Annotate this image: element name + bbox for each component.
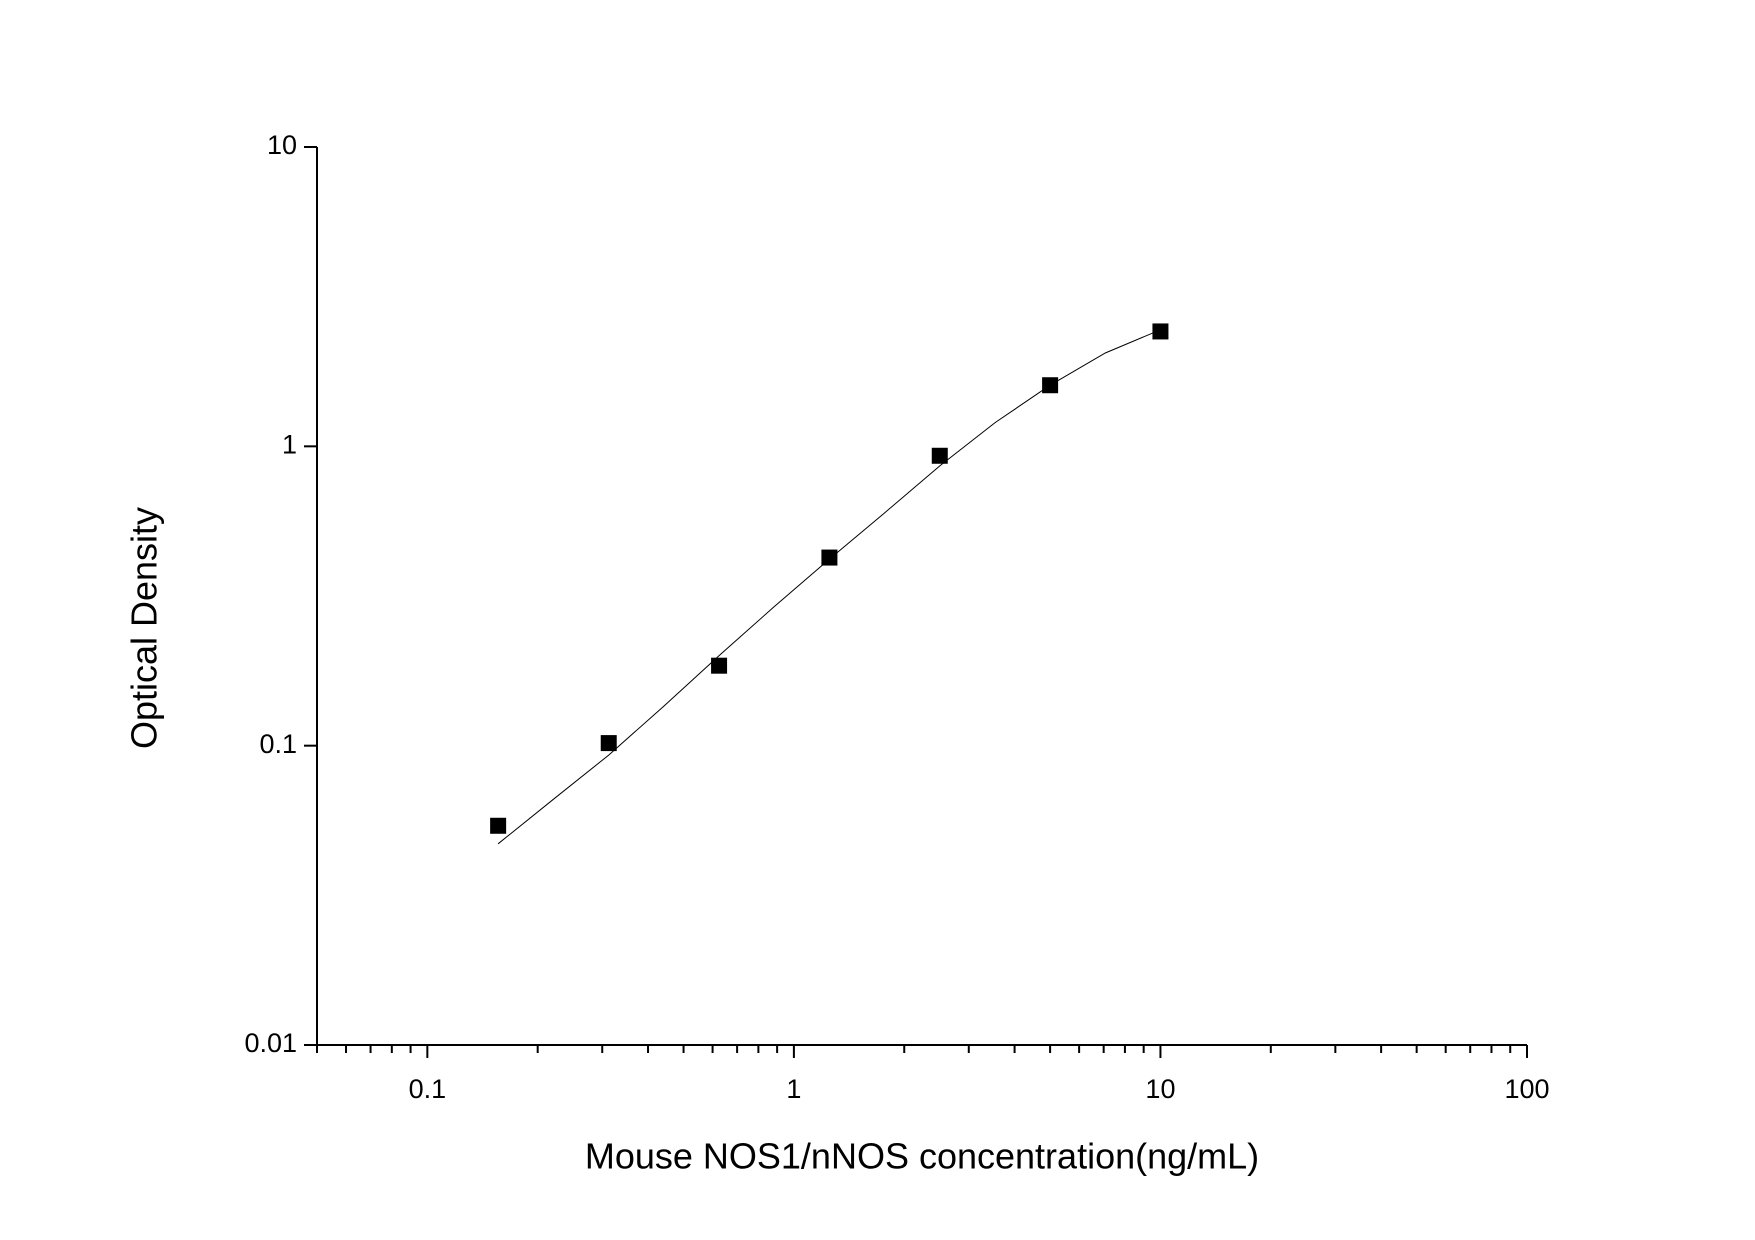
- data-point: [600, 735, 617, 752]
- data-point: [711, 657, 728, 674]
- x-tick-label: 100: [1504, 1074, 1549, 1104]
- y-tick-label: 10: [267, 130, 297, 160]
- x-tick-label: 0.1: [409, 1074, 447, 1104]
- data-point: [490, 817, 507, 834]
- data-point: [821, 549, 838, 566]
- y-tick-label: 0.1: [259, 729, 297, 759]
- data-point: [1042, 377, 1059, 394]
- data-point: [1152, 323, 1169, 340]
- y-tick-label: 0.01: [244, 1028, 297, 1058]
- x-axis-title: Mouse NOS1/nNOS concentration(ng/mL): [585, 1136, 1259, 1177]
- data-point: [931, 447, 948, 464]
- fit-curve: [497, 329, 1161, 845]
- y-axis-title: Optical Density: [124, 507, 165, 749]
- y-tick-label: 1: [282, 429, 297, 459]
- x-tick-label: 10: [1145, 1074, 1175, 1104]
- x-tick-label: 1: [786, 1074, 801, 1104]
